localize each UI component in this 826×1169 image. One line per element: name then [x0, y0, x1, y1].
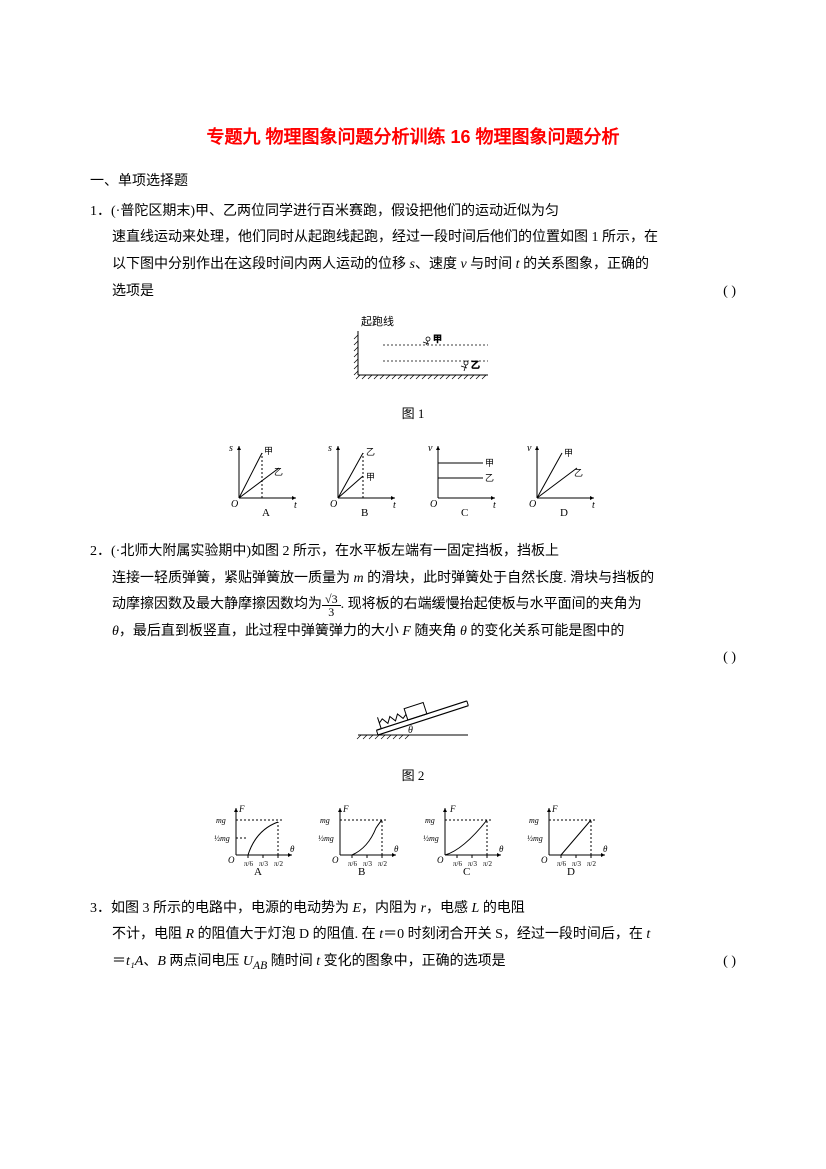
svg-text:甲: 甲 — [264, 446, 273, 456]
svg-text:mg: mg — [320, 816, 330, 825]
svg-text:π/6: π/6 — [244, 860, 253, 868]
svg-text:起跑线: 起跑线 — [361, 314, 394, 328]
svg-text:C: C — [463, 866, 470, 875]
svg-text:t: t — [493, 500, 496, 511]
p3-line3: ＝t₁A、B 两点间电压 UAB 随时间 t 变化的图象中，正确的选项是 ( ) — [112, 949, 736, 977]
section-header: 一、单项选择题 — [90, 169, 736, 196]
svg-text:t: t — [592, 500, 595, 511]
svg-text:½mg: ½mg — [214, 834, 230, 843]
svg-text:π/2: π/2 — [378, 860, 387, 868]
svg-text:θ: θ — [603, 844, 608, 854]
p2-option-b-chart-icon: F θ O mg ½mg π/6 π/3 π/2 B — [318, 800, 403, 875]
option-a-chart-icon: s t O 甲 乙 A — [224, 438, 304, 518]
svg-text:θ: θ — [290, 844, 295, 854]
svg-text:θ: θ — [499, 844, 504, 854]
svg-text:mg: mg — [216, 816, 226, 825]
p3-line1: 3．如图 3 所示的电路中，电源的电动势为 E，内阻为 r，电感 L 的电阻 — [90, 896, 736, 923]
race-diagram-icon: 起跑线 甲 乙 — [328, 313, 498, 383]
svg-text:π/6: π/6 — [348, 860, 357, 868]
svg-text:甲: 甲 — [485, 458, 494, 468]
svg-text:½mg: ½mg — [318, 834, 334, 843]
svg-text:甲: 甲 — [366, 472, 375, 482]
option-d-chart-icon: v t O 甲 乙 D — [522, 438, 602, 518]
svg-text:C: C — [461, 507, 468, 518]
svg-text:t: t — [294, 500, 297, 511]
p2-option-c-chart-icon: F θ O mg ½mg π/6 π/3 π/2 C — [423, 800, 508, 875]
page-title: 专题九 物理图象问题分析训练 16 物理图象问题分析 — [90, 120, 736, 154]
svg-text:θ: θ — [408, 725, 413, 736]
p2-option-d-chart-icon: F θ O mg ½mg π/6 π/3 π/2 D — [527, 800, 612, 875]
p2-line3: 动摩擦因数及最大静摩擦因数均为√33. 现将板的右端缓慢抬起使板与水平面间的夹角… — [112, 592, 736, 619]
p1-line4: 选项是 ( ) — [112, 279, 736, 306]
svg-text:π/2: π/2 — [483, 860, 492, 868]
svg-text:½mg: ½mg — [423, 834, 439, 843]
svg-text:F: F — [342, 804, 349, 814]
svg-text:s: s — [328, 443, 332, 454]
option-c-chart-icon: v t O 甲 乙 C — [423, 438, 503, 518]
figure-1-label: 图 1 — [90, 402, 736, 427]
svg-text:A: A — [262, 507, 270, 518]
svg-text:D: D — [560, 507, 568, 518]
svg-text:F: F — [238, 804, 245, 814]
svg-text:乙: 乙 — [274, 467, 283, 477]
p1-line2: 速直线运动来处理，他们同时从起跑线起跑，经过一段时间后他们的位置如图 1 所示，… — [112, 225, 736, 252]
svg-text:O: O — [332, 855, 339, 865]
svg-text:π/6: π/6 — [557, 860, 566, 868]
p2-line2: 连接一轻质弹簧，紧贴弹簧放一质量为 m 的滑块，此时弹簧处于自然长度. 滑块与挡… — [112, 566, 736, 593]
svg-text:乙: 乙 — [366, 447, 375, 457]
svg-text:mg: mg — [425, 816, 435, 825]
svg-text:F: F — [551, 804, 558, 814]
p2-bracket: ( ) — [112, 645, 736, 672]
svg-text:½mg: ½mg — [527, 834, 543, 843]
svg-text:甲: 甲 — [433, 334, 442, 344]
p1-line3: 以下图中分别作出在这段时间内两人运动的位移 s、速度 v 与时间 t 的关系图象… — [112, 252, 736, 279]
svg-text:F: F — [449, 804, 456, 814]
p2-options: F θ O mg ½mg π/6 π/3 π/2 A F θ O mg ½mg … — [90, 800, 736, 886]
svg-text:O: O — [231, 499, 238, 510]
svg-text:θ: θ — [394, 844, 399, 854]
svg-text:O: O — [228, 855, 235, 865]
svg-text:甲: 甲 — [564, 448, 573, 458]
svg-text:mg: mg — [529, 816, 539, 825]
p1-line1: 1．(·普陀区期末)甲、乙两位同学进行百米赛跑，假设把他们的运动近似为匀 — [90, 199, 736, 226]
svg-text:π/2: π/2 — [274, 860, 283, 868]
figure-1: 起跑线 甲 乙 — [90, 313, 736, 394]
svg-text:O: O — [330, 499, 337, 510]
problem-2: 2．(·北师大附属实验期中)如图 2 所示，在水平板左端有一固定挡板，挡板上 连… — [90, 539, 736, 672]
figure-2: θ — [90, 680, 736, 756]
svg-text:O: O — [541, 855, 548, 865]
figure-2-label: 图 2 — [90, 764, 736, 789]
svg-text:s: s — [229, 443, 233, 454]
svg-text:乙: 乙 — [574, 468, 583, 478]
svg-text:O: O — [529, 499, 536, 510]
p2-line4: θ，最后直到板竖直，此过程中弹簧弹力的大小 F 随夹角 θ 的变化关系可能是图中… — [112, 619, 736, 646]
problem-1: 1．(·普陀区期末)甲、乙两位同学进行百米赛跑，假设把他们的运动近似为匀 速直线… — [90, 199, 736, 305]
svg-text:O: O — [437, 855, 444, 865]
svg-text:π/6: π/6 — [453, 860, 462, 868]
svg-text:O: O — [430, 499, 437, 510]
option-b-chart-icon: s t O 乙 甲 B — [323, 438, 403, 518]
svg-text:B: B — [361, 507, 368, 518]
svg-text:v: v — [527, 443, 532, 454]
p1-options: s t O 甲 乙 A s t O 乙 甲 B — [90, 438, 736, 529]
svg-text:乙: 乙 — [485, 473, 494, 483]
svg-text:A: A — [254, 866, 262, 875]
p2-option-a-chart-icon: F θ O mg ½mg π/6 π/3 π/2 A — [214, 800, 299, 875]
svg-text:乙: 乙 — [471, 360, 480, 370]
p2-line1: 2．(·北师大附属实验期中)如图 2 所示，在水平板左端有一固定挡板，挡板上 — [90, 539, 736, 566]
p3-line2: 不计，电阻 R 的阻值大于灯泡 D 的阻值. 在 t＝0 时刻闭合开关 S，经过… — [112, 922, 736, 949]
svg-text:B: B — [358, 866, 365, 875]
inclined-plane-icon: θ — [343, 680, 483, 745]
svg-text:v: v — [428, 443, 433, 454]
svg-text:π/2: π/2 — [587, 860, 596, 868]
svg-text:D: D — [567, 866, 575, 875]
svg-text:t: t — [393, 500, 396, 511]
problem-3: 3．如图 3 所示的电路中，电源的电动势为 E，内阻为 r，电感 L 的电阻 不… — [90, 896, 736, 977]
